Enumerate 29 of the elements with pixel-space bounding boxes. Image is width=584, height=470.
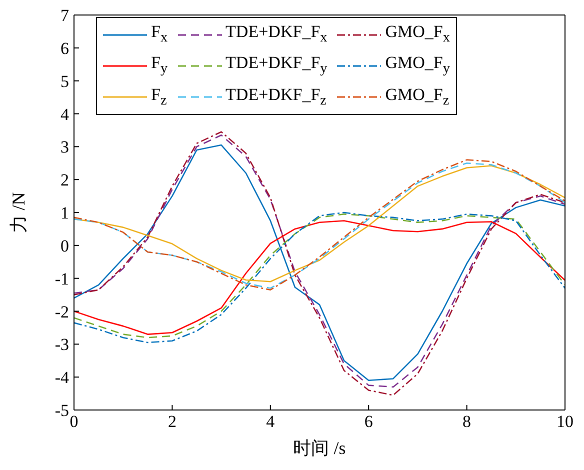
y-tick-label: 3 [60, 138, 69, 157]
x-tick-label: 6 [364, 412, 373, 432]
legend-label: TDE+DKF_F$_{x}$ [226, 21, 328, 48]
y-tick-label: -5 [54, 401, 69, 420]
y-tick-label: -1 [54, 269, 69, 288]
y-tick-label: 1 [60, 204, 69, 223]
x-tick-label: 2 [168, 412, 176, 432]
y-tick-label: -2 [54, 302, 69, 322]
legend-label: GMO_F$_{z}$ [385, 84, 450, 110]
legend-label: F$_{x}$ [151, 21, 168, 48]
legend-label: TDE+DKF_F$_{y}$ [226, 52, 328, 79]
legend-label: GMO_F$_{y}$ [385, 52, 450, 79]
y-tick-label: 6 [60, 38, 69, 58]
y-tick-label: 0 [60, 236, 69, 256]
y-tick-label: 4 [60, 104, 70, 124]
x-tick-label: 4 [266, 412, 276, 432]
x-tick-label: 8 [462, 412, 472, 432]
y-tick-label: -4 [54, 368, 70, 388]
x-axis-title: 时间 /s [293, 438, 346, 458]
y-tick-label: -3 [54, 335, 69, 354]
x-tick-label: 10 [556, 412, 574, 432]
legend-label: TDE+DKF_F$_{z}$ [226, 84, 326, 110]
legend-label: F$_{y}$ [151, 52, 168, 79]
y-tick-label: 5 [60, 72, 69, 91]
legend-label: GMO_F$_{x}$ [385, 21, 450, 48]
y-axis-title: 力 /N [8, 192, 28, 233]
y-tick-label: 7 [60, 6, 70, 26]
legend-label: F$_{z}$ [151, 84, 167, 110]
y-tick-label: 2 [60, 170, 69, 190]
